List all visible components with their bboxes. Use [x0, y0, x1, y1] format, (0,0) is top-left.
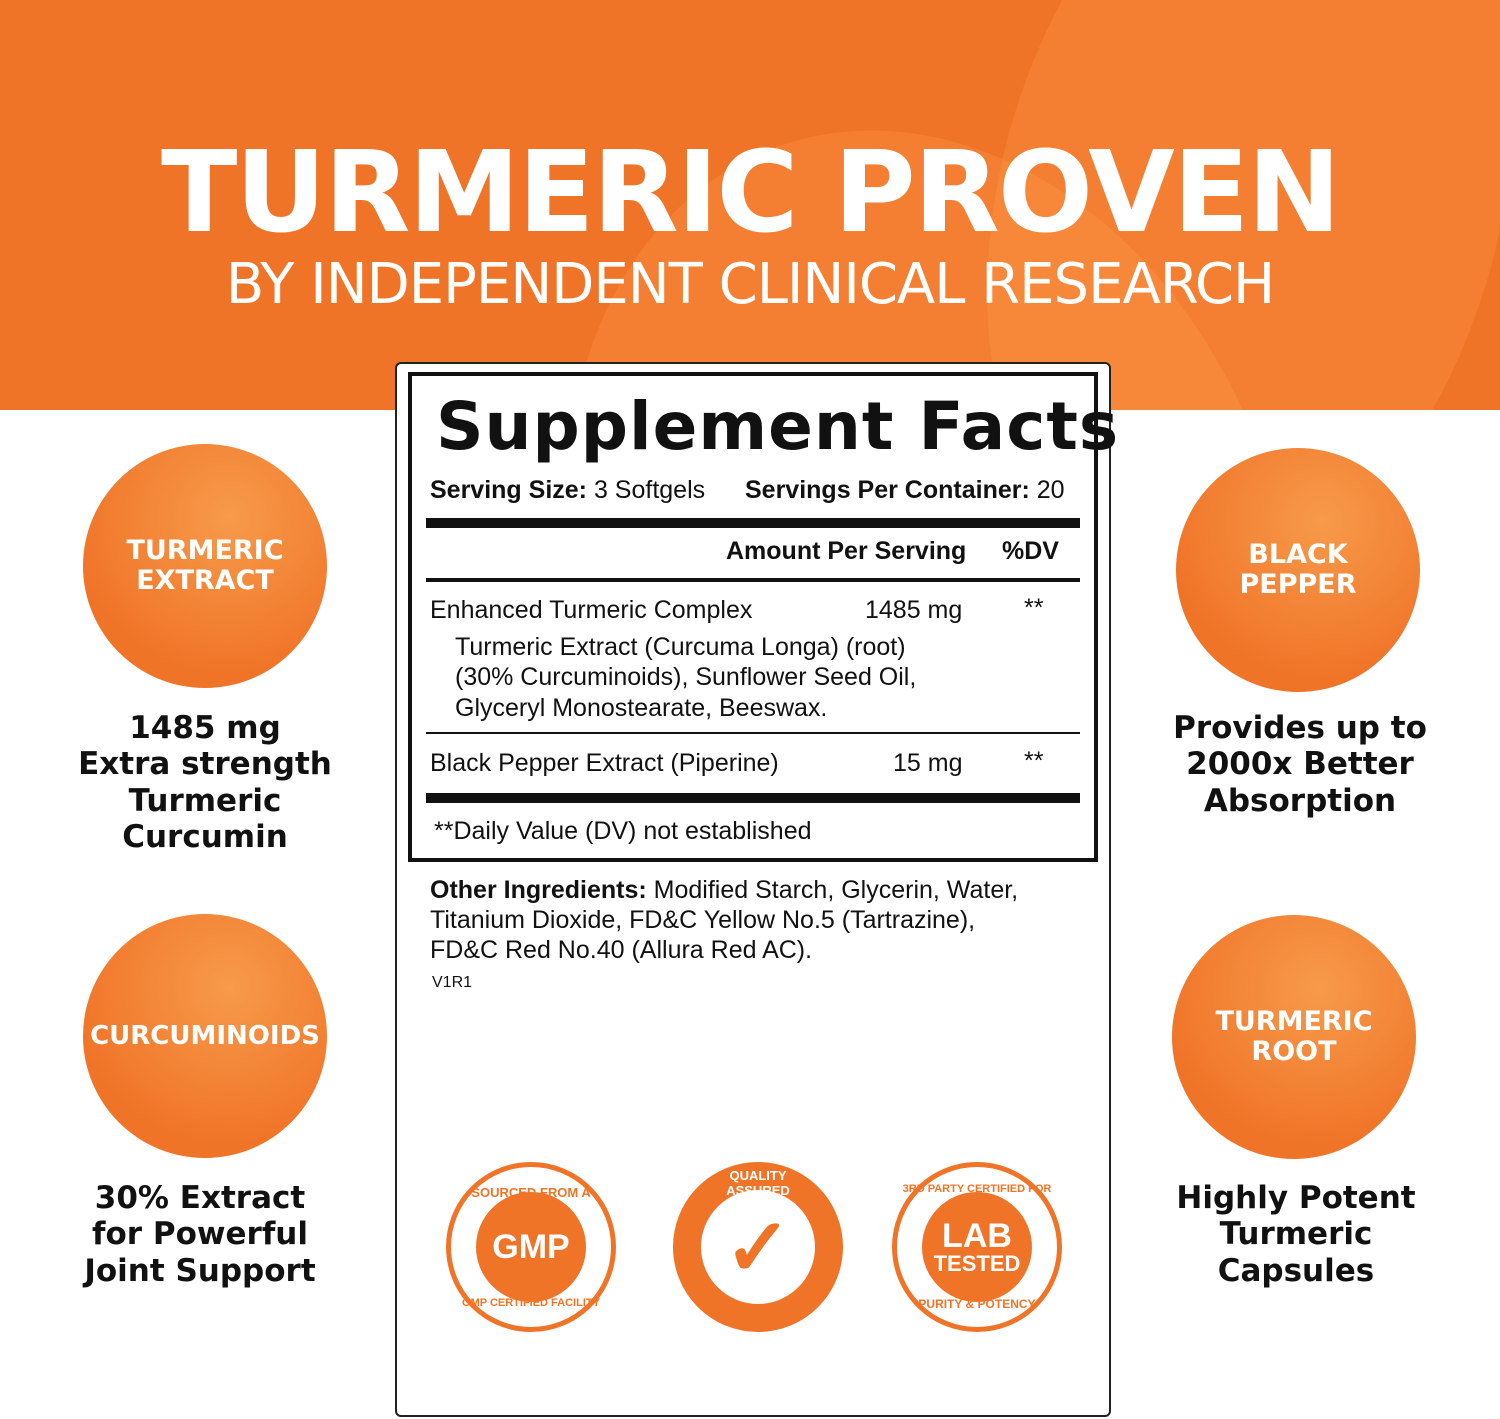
feature-circle: BLACK PEPPER [1176, 448, 1420, 692]
header-banner: TURMERIC PROVEN BY INDEPENDENT CLINICAL … [0, 0, 1500, 410]
other-ingredients-line: FD&C Red No.40 (Allura Red AC). [430, 936, 813, 964]
supplement-facts-box [408, 372, 1098, 862]
servings-label: Servings Per Container: [745, 476, 1030, 504]
feature-circle: TURMERIC ROOT [1172, 915, 1416, 1159]
ingredient-dv: ** [1024, 747, 1044, 775]
facts-heading: Supplement Facts [436, 388, 1120, 465]
divider [426, 518, 1080, 528]
page-subtitle: BY INDEPENDENT CLINICAL RESEARCH [225, 252, 1275, 317]
serving-size-label: Serving Size: [430, 476, 587, 504]
feature-caption: 1485 mg Extra strength Turmeric Curcumin [78, 710, 332, 855]
other-ingredients-label: Other Ingredients: [430, 876, 647, 904]
ingredient-amount: 15 mg [893, 749, 963, 777]
feature-circle: TURMERIC EXTRACT [83, 444, 327, 688]
quality-assured-badge: QUALITY ASSURED ✓ [673, 1162, 843, 1332]
ingredient-detail: (30% Curcuminoids), Sunflower Seed Oil, [455, 663, 917, 691]
ingredient-detail: Turmeric Extract (Curcuma Longa) (root) [455, 633, 906, 661]
checkmark-icon: ✓ [724, 1202, 792, 1292]
dv-header: %DV [1002, 537, 1059, 565]
other-ingredients-line: Titanium Dioxide, FD&C Yellow No.5 (Tart… [430, 906, 976, 934]
feature-caption: Highly Potent Turmeric Capsules [1176, 1180, 1416, 1289]
serving-size: 3 Softgels [593, 476, 706, 504]
divider [426, 578, 1080, 582]
gmp-badge: SOURCED FROM A GMP GMP CERTIFIED FACILIT… [446, 1162, 616, 1332]
ingredient-amount: 1485 mg [865, 596, 963, 624]
lab-tested-badge: 3RD PARTY CERTIFIED FOR LAB TESTED PURITY… [892, 1162, 1062, 1332]
feature-caption: Provides up to 2000x Better Absorption [1173, 710, 1427, 819]
ingredient-detail: Glyceryl Monostearate, Beeswax. [455, 694, 828, 722]
divider [426, 732, 1080, 734]
servings: 20 [1036, 476, 1065, 504]
ingredient-name: Enhanced Turmeric Complex [430, 596, 753, 624]
divider [426, 793, 1080, 803]
amount-header: Amount Per Serving [726, 537, 967, 565]
feature-caption: 30% Extract for Powerful Joint Support [84, 1180, 316, 1289]
ingredient-name: Black Pepper Extract (Piperine) [430, 749, 779, 777]
version-code: V1R1 [432, 974, 473, 991]
ingredient-dv: ** [1024, 594, 1044, 622]
page-title: TURMERIC PROVEN [160, 128, 1341, 258]
footnote: **Daily Value (DV) not established [434, 817, 812, 845]
feature-circle: CURCUMINOIDS [83, 914, 327, 1158]
other-ingredients-line: Modified Starch, Glycerin, Water, [653, 876, 1019, 904]
